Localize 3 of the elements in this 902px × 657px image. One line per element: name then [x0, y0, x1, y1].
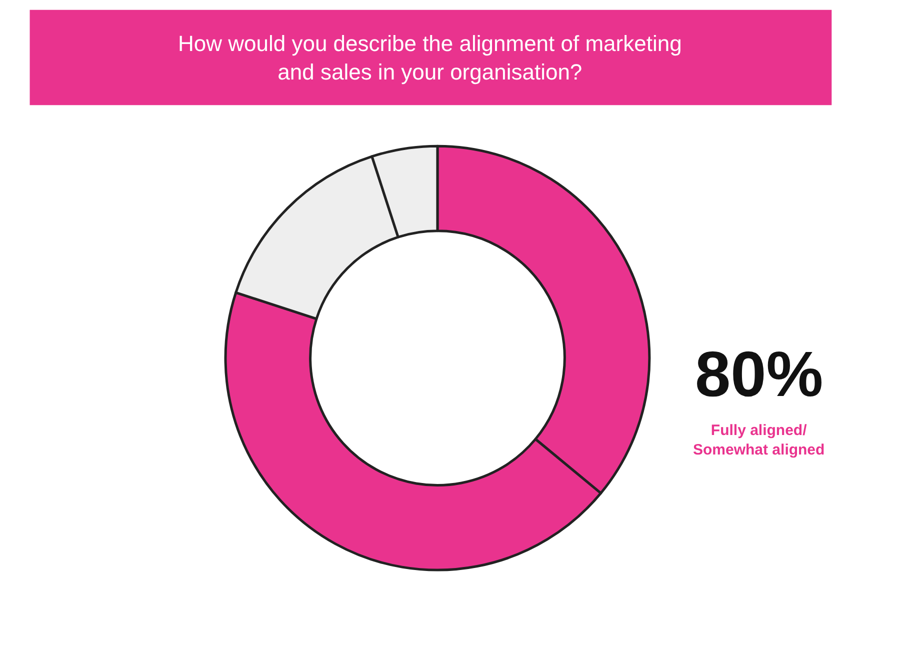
text: Fully aligned/ Somewhat aligned — [693, 422, 825, 458]
chart-title: How would you describe the alignment of marketing and sales in your organisation? — [178, 31, 682, 85]
text: 80% — [695, 338, 824, 410]
